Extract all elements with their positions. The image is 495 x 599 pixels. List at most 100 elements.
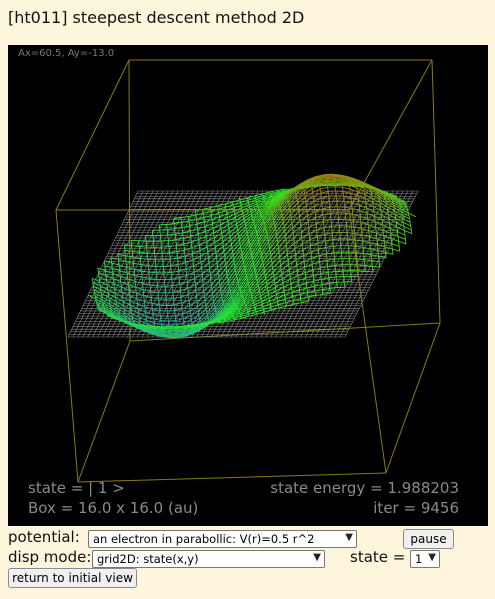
surface-mesh-line <box>249 234 258 246</box>
surface-mesh-line <box>233 252 243 264</box>
surface-mesh-line <box>341 180 349 183</box>
surface-mesh-line <box>375 187 384 193</box>
surface-mesh-line <box>382 224 391 229</box>
surface-mesh-line <box>275 286 284 292</box>
surface-mesh-line <box>229 281 239 293</box>
surface-mesh-line <box>249 282 259 291</box>
surface-mesh-line <box>313 192 321 197</box>
surface-mesh-line <box>247 271 256 283</box>
surface-mesh-line <box>239 277 248 289</box>
surface-mesh-line <box>396 226 398 232</box>
surface-mesh-line <box>108 315 116 320</box>
surface-mesh-line <box>283 287 292 292</box>
surface-mesh-line <box>330 219 333 227</box>
surface-mesh-line <box>302 180 311 186</box>
surface-mesh-line <box>212 224 221 229</box>
surface-mesh-line <box>240 237 249 247</box>
surface-mesh-line <box>187 294 190 301</box>
surface-mesh-line <box>290 283 292 289</box>
surface-mesh-line <box>358 204 367 209</box>
surface-mesh-line <box>132 250 140 253</box>
surface-mesh-line <box>328 277 330 284</box>
surface-mesh-line <box>285 300 294 304</box>
surface-mesh-line <box>307 211 316 217</box>
disp-mode-select[interactable]: grid2D: state(x,y) ▼ <box>92 550 325 568</box>
visualization-canvas[interactable]: Ax=60.5, Ay=-13.0 state = | 1 > Box = 16… <box>8 45 488 526</box>
surface-mesh-line <box>236 226 239 231</box>
return-to-initial-view-button[interactable]: return to initial view <box>8 568 137 588</box>
state-select[interactable]: 1 ▼ <box>410 550 440 568</box>
surface-mesh-line <box>197 310 200 316</box>
surface-mesh-line <box>334 181 342 183</box>
surface-mesh-line <box>289 199 298 208</box>
surface-mesh-line <box>138 313 140 318</box>
surface-mesh-line <box>162 252 170 254</box>
surface-mesh-line <box>347 239 349 246</box>
surface-mesh-line <box>315 293 324 296</box>
surface-mesh-line <box>136 298 138 304</box>
surface-mesh-line <box>243 291 252 300</box>
surface-mesh-line <box>188 221 191 227</box>
surface-mesh-line <box>252 211 261 219</box>
surface-mesh-line <box>182 225 190 228</box>
grid-line <box>290 190 364 338</box>
surface-mesh-line <box>203 214 212 218</box>
surface-mesh-line <box>369 242 378 246</box>
surface-mesh-line <box>316 236 319 244</box>
surface-mesh-line <box>238 306 247 311</box>
surface-mesh-line <box>191 327 199 331</box>
surface-mesh-line <box>207 252 209 258</box>
surface-mesh-line <box>309 236 318 241</box>
surface-mesh-line <box>231 287 240 299</box>
surface-mesh-line <box>294 248 296 255</box>
surface-mesh-line <box>403 226 405 231</box>
surface-mesh-line <box>360 222 362 229</box>
surface-mesh-line <box>169 252 171 260</box>
surface-mesh-line <box>159 310 168 312</box>
surface-mesh-line <box>239 231 248 241</box>
surface-mesh-line <box>277 188 285 191</box>
surface-mesh-line <box>203 322 211 325</box>
surface-mesh-line <box>336 200 345 202</box>
surface-mesh-line <box>305 200 307 206</box>
surface-mesh-line <box>346 225 348 233</box>
surface-mesh-line <box>267 225 276 237</box>
surface-mesh-line <box>178 326 187 328</box>
surface-mesh-line <box>175 332 184 334</box>
surface-mesh-line <box>325 178 327 181</box>
surface-mesh-line <box>240 281 249 292</box>
surface-mesh-line <box>190 319 193 324</box>
pause-button[interactable]: pause <box>403 529 454 549</box>
surface-mesh-line <box>259 204 268 211</box>
surface-mesh-line <box>391 243 393 250</box>
surface-mesh-line <box>153 318 162 321</box>
surface-mesh-line <box>190 241 193 248</box>
surface-mesh-line <box>273 269 282 277</box>
surface-mesh-line <box>183 235 191 239</box>
surface-mesh-line <box>307 217 316 222</box>
surface-mesh-line <box>346 176 355 180</box>
surface-mesh-line <box>335 178 344 181</box>
surface-mesh-line <box>137 303 139 309</box>
surface-mesh-line <box>261 304 264 307</box>
surface-mesh-line <box>173 223 176 229</box>
surface-mesh-line <box>137 308 146 313</box>
surface-mesh-line <box>115 301 118 306</box>
surface-mesh-line <box>352 220 355 227</box>
surface-mesh-line <box>167 316 169 322</box>
surface-mesh-line <box>278 190 286 194</box>
surface-mesh-line <box>219 272 228 282</box>
surface-mesh-line <box>354 233 356 240</box>
surface-mesh-line <box>129 300 132 306</box>
surface-mesh-line <box>245 219 254 227</box>
surface-mesh-line <box>176 322 184 326</box>
surface-mesh-line <box>308 295 316 298</box>
surface-mesh-line <box>346 176 355 180</box>
box-edge <box>431 59 441 324</box>
surface-mesh-line <box>167 240 170 247</box>
surface-mesh-line <box>272 271 275 276</box>
potential-select[interactable]: an electron in parabollic: V(r)=0.5 r^2 … <box>88 530 357 548</box>
surface-mesh-line <box>255 220 264 231</box>
surface-mesh-line <box>301 179 309 185</box>
surface-mesh-line <box>248 201 257 206</box>
